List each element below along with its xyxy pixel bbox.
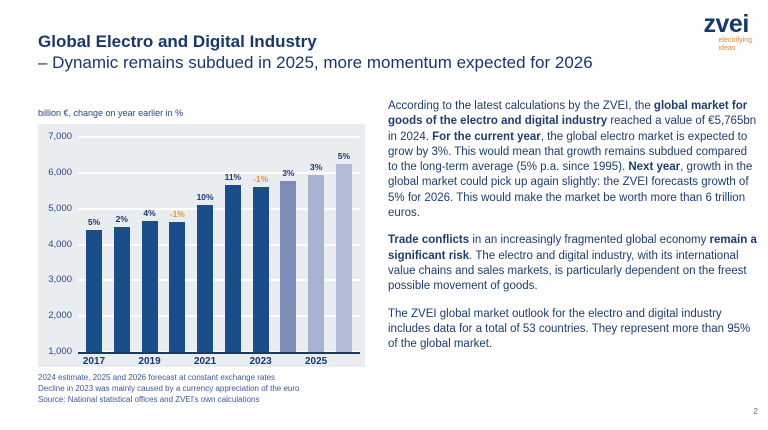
zvei-logo: zvei electrifying ideas xyxy=(704,12,752,52)
body-text: . The electro and digital industry, with… xyxy=(388,249,747,293)
gridline xyxy=(78,136,360,138)
y-axis-tick-label: 4,000 xyxy=(48,238,72,250)
bars-container: 5% 2017 2% 4% 2019 -1% 10% 2021 11% -1% 2023 3% 3% 20… xyxy=(78,137,360,367)
x-axis-label: 2025 xyxy=(305,356,328,367)
body-paragraph: The ZVEI global market outlook for the e… xyxy=(388,307,758,353)
x-axis-label: 2019 xyxy=(138,356,161,367)
bar-slot: 5% xyxy=(335,137,352,352)
bar-value-label: 4% xyxy=(143,207,156,218)
bar xyxy=(86,230,102,352)
bar-value-label: 3% xyxy=(282,168,295,179)
page-subtitle: – Dynamic remains subdued in 2025, more … xyxy=(38,53,593,72)
body-text-column: According to the latest calculations by … xyxy=(388,99,758,364)
x-axis-line xyxy=(78,352,360,354)
chart-footnotes: 2024 estimate, 2025 and 2026 forecast at… xyxy=(38,372,299,405)
bar-slot: 3% xyxy=(280,137,297,352)
body-text-bold: global market for goods of the electro a… xyxy=(388,100,748,128)
y-axis-tick-label: 5,000 xyxy=(48,202,72,214)
bar-slot: -1% xyxy=(169,137,186,352)
body-text-bold: Next year xyxy=(628,161,681,174)
logo-brand-text: zvei xyxy=(703,10,750,38)
body-text-bold: Trade conflicts xyxy=(388,234,470,247)
bar xyxy=(308,174,325,352)
chart-source-note: Source: National statistical offices and… xyxy=(38,395,260,404)
bar xyxy=(197,205,214,352)
gridline xyxy=(78,279,360,282)
bar-value-label: 3% xyxy=(309,161,323,172)
bar-slot: 5% 2017 xyxy=(83,137,105,367)
bar-value-label: 11% xyxy=(224,171,242,182)
bar xyxy=(224,184,241,352)
body-paragraph: Trade conflicts in an increasingly fragm… xyxy=(388,233,758,294)
bar xyxy=(113,227,130,352)
chart-footnote: Decline in 2023 was mainly caused by a c… xyxy=(38,384,300,393)
bar xyxy=(141,220,158,352)
y-axis-tick-label: 2,000 xyxy=(48,310,72,322)
x-axis-label: 2023 xyxy=(249,356,272,367)
body-text: , the global electro market is expected … xyxy=(388,130,748,174)
bar-slot: 3% 2025 xyxy=(305,137,327,367)
bar-slot: -1% 2023 xyxy=(249,137,271,367)
logo-tagline-line2: ideas xyxy=(718,44,736,52)
x-axis-label: 2017 xyxy=(82,356,106,367)
bar-chart: 7,000 6,000 5,000 4,000 3,000 2,000 1,000 5% 201… xyxy=(38,124,365,367)
logo-tagline: electrifying ideas xyxy=(719,37,752,52)
body-text: , growth in the global market could pick… xyxy=(388,161,753,220)
body-text: reached a value of €5,765bn in 2024. xyxy=(388,115,757,143)
body-text: According to the latest calculations by … xyxy=(388,100,654,112)
chart-caption: billion €, change on year earlier in % xyxy=(38,108,184,118)
body-text-bold: remain a significant risk xyxy=(388,234,757,262)
page-number: 2 xyxy=(753,407,758,416)
gridline xyxy=(78,315,360,318)
page-title: Global Electro and Digital Industry xyxy=(38,32,317,51)
bar-value-label: -1% xyxy=(253,174,269,185)
x-axis-label: 2021 xyxy=(193,356,217,367)
bar-slot: 11% xyxy=(225,137,241,352)
bar-value-label: 5% xyxy=(337,151,351,162)
y-axis-tick-label: 3,000 xyxy=(48,274,72,286)
gridline xyxy=(78,171,360,174)
y-axis-tick-label: 7,000 xyxy=(48,131,72,142)
bar xyxy=(252,187,269,352)
bar-value-label: 5% xyxy=(87,217,101,228)
gridline xyxy=(78,207,360,210)
bar-value-label: -1% xyxy=(169,208,185,219)
body-text: in an increasingly fragmented global eco… xyxy=(469,234,710,247)
chart-footnote: 2024 estimate, 2025 and 2026 forecast at… xyxy=(38,373,276,382)
y-axis-tick-label: 6,000 xyxy=(48,166,72,178)
bar-value-label: 10% xyxy=(196,192,214,203)
bar-slot: 4% 2019 xyxy=(138,137,160,367)
bar xyxy=(169,221,186,352)
logo-tagline-line1: electrifying xyxy=(718,37,752,44)
bar-value-label: 2% xyxy=(115,214,128,225)
bar xyxy=(280,181,297,352)
bar-slot: 10% 2021 xyxy=(194,137,216,367)
body-text: The ZVEI global market outlook for the e… xyxy=(388,307,751,351)
bar-slot: 2% xyxy=(113,137,130,352)
body-paragraph: According to the latest calculations by … xyxy=(388,99,758,221)
body-text-bold: For the current year xyxy=(432,130,541,143)
header-titles: Global Electro and Digital Industry – Dy… xyxy=(38,31,593,74)
gridline xyxy=(78,243,360,246)
bar xyxy=(335,164,352,352)
y-axis-tick-label: 1,000 xyxy=(48,346,72,357)
